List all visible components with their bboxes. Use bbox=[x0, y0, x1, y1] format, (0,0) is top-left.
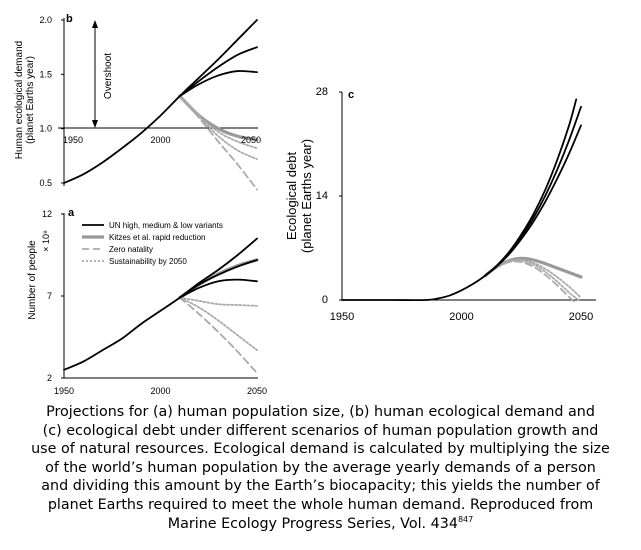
panel-c-ytick-28: 28 bbox=[316, 86, 328, 98]
panel-a-ylabel: Number of people bbox=[27, 240, 38, 320]
panel-a-series-un-0 bbox=[63, 237, 258, 371]
panel-a-series-un-2 bbox=[178, 278, 258, 299]
panel-b-series-un-1 bbox=[178, 46, 258, 97]
caption-line-4: of the world’s human population by the a… bbox=[45, 459, 596, 476]
panel-b-ylabel-1: Human ecological demand bbox=[14, 41, 25, 159]
panel-a-series-un-1 bbox=[178, 259, 258, 299]
panel-c-xtick-1950: 1950 bbox=[330, 311, 354, 323]
figure: b Human ecological demand (planet Earths… bbox=[14, 13, 596, 396]
panel-b-ytick-0.5: 0.5 bbox=[39, 178, 52, 188]
legend-label-sust: Sustainability by 2050 bbox=[109, 257, 187, 266]
caption-line-5: and dividing this amount by the Earth’s … bbox=[41, 478, 600, 495]
panel-b-xtick-2000: 2000 bbox=[150, 135, 170, 145]
panel-a-ytick-12: 12 bbox=[42, 209, 52, 219]
panel-a-ytick-2: 2 bbox=[47, 373, 52, 383]
panel-b-ytick-1.0: 1.0 bbox=[39, 124, 52, 134]
panel-c-series-sust-5 bbox=[484, 259, 580, 301]
panel-b-series bbox=[63, 19, 259, 191]
panel-a-yunit: × 10⁹ bbox=[41, 230, 51, 252]
panel-c-series-kitzes-3 bbox=[483, 256, 583, 279]
panel-c-series-un-2 bbox=[484, 98, 578, 277]
panel-a-label: a bbox=[68, 207, 75, 219]
caption-source: Marine Ecology Progress Series, Vol. 434 bbox=[167, 515, 458, 532]
panel-a-series-sust-5 bbox=[178, 296, 258, 352]
panel-a-series-sust-4 bbox=[178, 296, 258, 307]
panel-c-ytick-14: 14 bbox=[316, 190, 328, 202]
panel-c-ticks: 1950 2000 2050 0 14 28 bbox=[316, 86, 593, 323]
panel-c-ylabel-2: (planet Earths year) bbox=[299, 139, 314, 253]
panel-c-xtick-2000: 2000 bbox=[449, 311, 473, 323]
panel-b-ytick-1.5: 1.5 bbox=[39, 69, 52, 79]
panel-b-ylabel-2: (planet Earths year) bbox=[25, 56, 36, 144]
caption-line-1: Projections for (a) human population siz… bbox=[46, 404, 595, 420]
panel-b-series-un-2 bbox=[178, 70, 258, 97]
panel-c-label: c bbox=[348, 89, 354, 101]
panel-a-series-zero-6 bbox=[178, 296, 258, 374]
panel-a: a Number of people × 10⁹ UN high, medium… bbox=[27, 207, 267, 396]
caption-line-7: Marine Ecology Progress Series, Vol. 434… bbox=[0, 515, 641, 534]
caption-line-2: (c) ecological debt under different scen… bbox=[42, 422, 599, 439]
panel-a-xtick-2050: 2050 bbox=[247, 386, 267, 396]
panel-b-series-sust-5 bbox=[178, 95, 258, 160]
legend-label-kitzes: Kitzes et al. rapid reduction bbox=[109, 233, 206, 242]
panel-b-series-zero-6 bbox=[178, 95, 258, 191]
panel-b-series-un-0 bbox=[63, 19, 258, 184]
panel-b-xtick-2050: 2050 bbox=[241, 135, 261, 145]
legend-label-un: UN high, medium & low variants bbox=[109, 221, 223, 230]
panel-c-ytick-0: 0 bbox=[322, 294, 328, 306]
panel-c-ylabel-1: Ecological debt bbox=[284, 152, 299, 241]
caption-line-6: planet Earths required to meet the whole… bbox=[47, 496, 594, 513]
panel-a-xtick-1950: 1950 bbox=[54, 386, 74, 396]
panel-c-xtick-2050: 2050 bbox=[569, 311, 593, 323]
panel-c: c Ecological debt (planet Earths year) 1… bbox=[284, 86, 596, 323]
figure-caption: Projections for (a) human population siz… bbox=[0, 403, 641, 533]
legend-label-zero: Zero natality bbox=[109, 245, 153, 254]
panel-b-ytick-2.0: 2.0 bbox=[39, 15, 52, 25]
caption-reference: 847 bbox=[457, 514, 474, 524]
overshoot-arrow bbox=[92, 20, 98, 128]
panel-c-series bbox=[341, 98, 583, 304]
overshoot-annotation: Overshoot bbox=[103, 53, 114, 99]
panel-a-series bbox=[63, 237, 259, 374]
caption-line-3: use of natural resources. Ecological dem… bbox=[31, 441, 610, 458]
panel-a-legend: UN high, medium & low variants Kitzes et … bbox=[82, 221, 223, 266]
panel-b-xtick-1950: 1950 bbox=[63, 135, 83, 145]
panel-b-label: b bbox=[66, 13, 73, 25]
panel-a-ticks: 1950 2000 2050 2 7 12 bbox=[42, 209, 267, 396]
panel-b-ticks: 1950 2000 2050 0.5 1.0 1.5 2.0 bbox=[39, 15, 261, 188]
panel-a-ytick-7: 7 bbox=[47, 291, 52, 301]
panel-a-xtick-2000: 2000 bbox=[150, 386, 170, 396]
panel-b: b Human ecological demand (planet Earths… bbox=[14, 13, 261, 191]
